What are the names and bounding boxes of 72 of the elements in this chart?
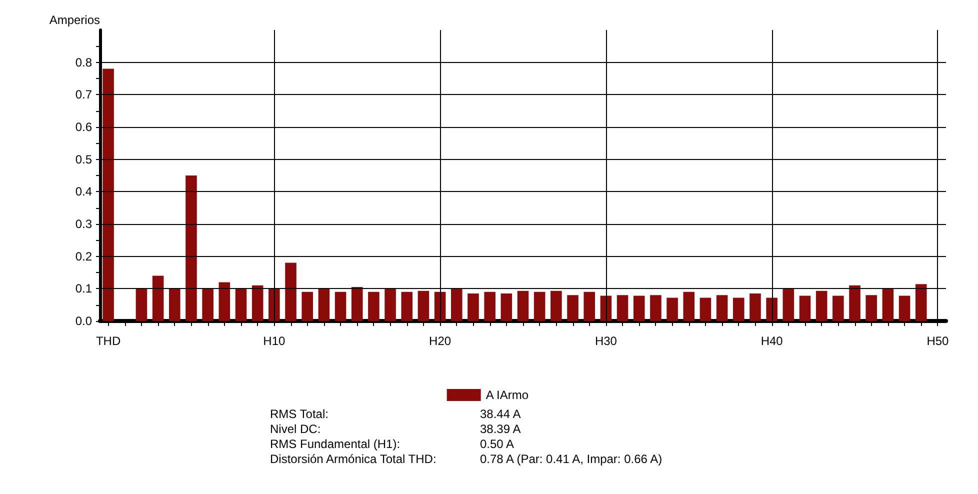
bar — [451, 288, 462, 321]
bar — [285, 262, 296, 321]
bar — [584, 292, 595, 321]
bar — [849, 285, 860, 321]
bar — [782, 288, 794, 321]
y-tick-label: 0.2 — [75, 249, 92, 264]
bar — [616, 295, 628, 321]
bar — [700, 298, 712, 321]
text: RMS Fundamental (H1): — [270, 437, 400, 451]
bar — [517, 290, 529, 321]
x-tick-label: H40 — [760, 334, 784, 348]
bar — [716, 295, 728, 321]
bar — [882, 288, 894, 321]
bar — [550, 290, 562, 321]
bar — [666, 298, 678, 321]
bar — [468, 294, 479, 321]
bar — [302, 292, 313, 321]
y-tick-label: 0.5 — [75, 152, 92, 166]
y-axis-title: Amperios — [49, 13, 100, 27]
bar — [750, 294, 761, 321]
x-tick-label: H30 — [594, 334, 618, 348]
bar — [799, 296, 811, 321]
bar — [152, 276, 164, 321]
y-tick-label: 0.3 — [75, 217, 92, 231]
bar — [484, 292, 496, 321]
y-tick-label: 0.1 — [75, 282, 92, 296]
bar — [368, 292, 380, 321]
bar — [866, 295, 877, 321]
bar — [401, 292, 413, 321]
y-tick-label: 0.0 — [75, 314, 92, 328]
text: 38.39 A — [480, 422, 521, 436]
bar — [351, 287, 363, 321]
bar — [567, 295, 578, 321]
text: 0.78 A (Par: 0.41 A, Impar: 0.66 A) — [480, 452, 662, 466]
bar — [186, 176, 197, 321]
bar — [384, 288, 396, 321]
text: Distorsión Armónica Total THD: — [270, 452, 436, 466]
bar — [235, 288, 247, 321]
bar — [633, 296, 645, 321]
bar — [832, 296, 844, 321]
bar — [816, 290, 828, 321]
legend-label: A IArmo — [486, 388, 529, 402]
y-tick-label: 0.7 — [75, 88, 92, 102]
bar — [318, 288, 330, 321]
x-tick-label: H20 — [429, 334, 452, 348]
text: Nivel DC: — [270, 422, 321, 436]
bar — [418, 290, 430, 321]
x-tick-label: THD — [96, 334, 121, 348]
y-tick-label: 0.4 — [75, 184, 92, 199]
x-tick-label: H10 — [263, 334, 286, 348]
bar — [102, 68, 114, 321]
bar — [500, 294, 512, 321]
bar — [202, 288, 214, 321]
bar — [534, 292, 546, 321]
x-tick-label: H50 — [926, 334, 950, 348]
text: 0.50 A — [480, 437, 514, 451]
bar — [169, 288, 180, 321]
bar — [733, 298, 744, 321]
bar — [898, 296, 910, 321]
y-tick-label: 0.6 — [75, 120, 92, 134]
text: RMS Total: — [270, 407, 328, 421]
bar — [136, 288, 148, 321]
bar — [268, 288, 280, 321]
bar — [252, 285, 264, 321]
bar — [915, 284, 927, 321]
bar — [218, 282, 230, 321]
text: 38.44 A — [480, 407, 521, 421]
bar — [650, 295, 662, 321]
y-tick-label: 0.8 — [75, 55, 92, 70]
bar — [334, 292, 346, 321]
bar — [683, 292, 695, 321]
bar — [766, 298, 778, 321]
